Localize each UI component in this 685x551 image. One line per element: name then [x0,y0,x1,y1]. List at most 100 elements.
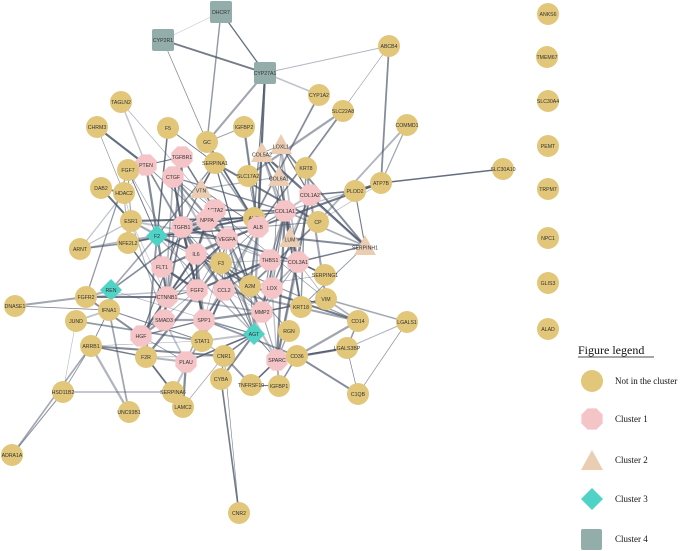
node-tgfbr1[interactable]: TGFBR1 [171,146,193,168]
node-spp1[interactable]: SPP1 [193,309,215,331]
node-ctnnb1[interactable]: CTNNB1 [156,286,178,308]
node-sparc[interactable]: SPARC [266,349,288,371]
node-shape [233,116,255,138]
node-glis3[interactable]: GLIS3 [537,272,559,294]
node-shape [344,180,366,202]
edge-unc93b1-ifna1 [108,309,130,413]
node-rgn[interactable]: RGN [278,320,300,342]
node-shape [117,232,139,254]
node-nfe2l2[interactable]: NFE2L2 [117,232,139,254]
node-col1a2[interactable]: COL1A2 [299,184,321,206]
node-esr1[interactable]: ESR1 [120,210,142,232]
node-f5[interactable]: F5 [157,117,179,139]
node-dab2[interactable]: DAB2 [90,177,112,199]
node-tnfrsf10[interactable]: TNFRSF10 [238,374,264,396]
node-vim[interactable]: VIM [315,288,337,310]
node-slc30a4[interactable]: SLC30A4 [537,90,559,112]
node-dhcr7[interactable]: DHCR7 [210,1,232,23]
node-thbs1[interactable]: THBS1 [259,249,281,271]
node-slc22a8[interactable]: SLC22A8 [332,100,354,122]
node-col5a2[interactable]: COL5A2 [251,142,273,162]
node-abcb4[interactable]: ABCB4 [378,35,400,57]
node-ccl2[interactable]: CCL2 [213,279,235,301]
node-arnt[interactable]: ARNT [69,238,91,260]
node-col1a1[interactable]: COL1A1 [274,200,296,222]
node-fgf7[interactable]: FGF7 [117,159,139,181]
node-lamc2[interactable]: LAMC2 [172,396,194,418]
node-nppa[interactable]: NPPA [196,209,218,231]
node-col6a1[interactable]: COL6A1 [268,166,290,186]
node-npc1[interactable]: NPC1 [537,227,559,249]
node-stat1[interactable]: STAT1 [191,330,213,352]
node-vtn[interactable]: VTN [190,178,212,198]
node-loxl1[interactable]: LOXL1 [270,134,292,154]
node-lgals1[interactable]: LGALS1 [396,311,418,333]
node-mmp2[interactable]: MMP2 [251,301,273,323]
node-label: GLIS3 [541,281,556,287]
node-jund[interactable]: JUND [65,310,87,332]
node-slc17a2[interactable]: SLC17A2 [237,165,259,187]
node-anks6[interactable]: ANKS6 [537,3,559,25]
node-alb[interactable]: ALB [247,216,269,238]
node-ctgf[interactable]: CTGF [162,166,184,188]
node-serpina1[interactable]: SERPINA1 [202,152,228,174]
node-adra1a[interactable]: ADRA1A [1,444,23,466]
node-fgfr2[interactable]: FGFR2 [75,286,97,308]
node-pemt[interactable]: PEMT [537,135,559,157]
node-atp7b[interactable]: ATP7B [370,172,392,194]
node-col3a1[interactable]: COL3A1 [287,251,309,273]
node-ren[interactable]: REN [100,279,122,301]
node-flt1[interactable]: FLT1 [151,256,173,278]
node-cyba[interactable]: CYBA [210,368,232,390]
node-label: CYBA [214,377,229,383]
node-alad[interactable]: ALAD [537,318,559,340]
node-plod2[interactable]: PLOD2 [344,180,366,202]
node-tmem67[interactable]: TMEM67 [536,46,558,68]
node-f3[interactable]: F3 [210,252,232,274]
node-ifna1[interactable]: IFNA1 [98,299,120,321]
node-f2r[interactable]: F2R [135,346,157,368]
node-cyp27a1[interactable]: CYP27A1 [254,62,277,84]
node-cd36[interactable]: CD36 [286,345,308,367]
node-krt18[interactable]: KRT18 [290,296,312,318]
node-cp[interactable]: CP [307,211,329,233]
node-f2[interactable]: F2 [146,225,168,247]
node-fgf2[interactable]: FGF2 [186,279,208,301]
node-krt8[interactable]: KRT8 [295,157,317,179]
node-pten[interactable]: PTEN [135,154,157,176]
node-plau[interactable]: PLAU [175,351,197,373]
node-cnr1[interactable]: CNR1 [213,345,235,367]
node-lgals3bp[interactable]: LGALS3BP [334,337,361,359]
node-chrm3[interactable]: CHRM3 [86,116,108,138]
node-hdac2[interactable]: HDAC2 [113,182,135,204]
node-smad3[interactable]: SMAD3 [153,309,175,331]
node-vegfa[interactable]: VEGFA [216,228,238,250]
node-igfbp2[interactable]: IGFBP2 [233,116,255,138]
node-tagln2[interactable]: TAGLN2 [110,91,132,113]
node-commd1[interactable]: COMMD1 [395,114,419,136]
node-hgf[interactable]: HGF [130,325,152,347]
node-cyp2r1[interactable]: CYP2R1 [152,29,174,51]
node-cnr2[interactable]: CNR2 [228,502,250,524]
node-il6[interactable]: IL6 [185,243,207,265]
node-slc30a10[interactable]: SLC30A10 [490,158,516,180]
node-a2m[interactable]: A2M [239,275,261,297]
node-dnase1[interactable]: DNASE1 [4,295,26,317]
node-lox[interactable]: LOX [261,277,283,299]
node-lum[interactable]: LUM [279,227,301,247]
node-arrb1[interactable]: ARRB1 [80,335,102,357]
node-gc[interactable]: GC [196,131,218,153]
node-c1qb[interactable]: C1QB [347,383,369,405]
edge-serpina1-a2m [214,162,251,287]
node-trpm7[interactable]: TRPM7 [537,178,559,200]
node-serpinh1[interactable]: SERPINH1 [352,235,378,255]
node-tgfb1[interactable]: TGFB1 [171,216,193,238]
node-cyp1a2[interactable]: CYP1A2 [308,84,330,106]
node-agt[interactable]: AGT [243,323,265,345]
node-serping1[interactable]: SERPING1 [312,264,338,286]
node-cd14[interactable]: CD14 [347,310,369,332]
node-unc93b1[interactable]: UNC93B1 [117,401,141,423]
node-igfbp1[interactable]: IGFBP1 [268,375,290,397]
node-shape [135,346,157,368]
node-hsd11b2[interactable]: HSD11B2 [52,381,75,403]
